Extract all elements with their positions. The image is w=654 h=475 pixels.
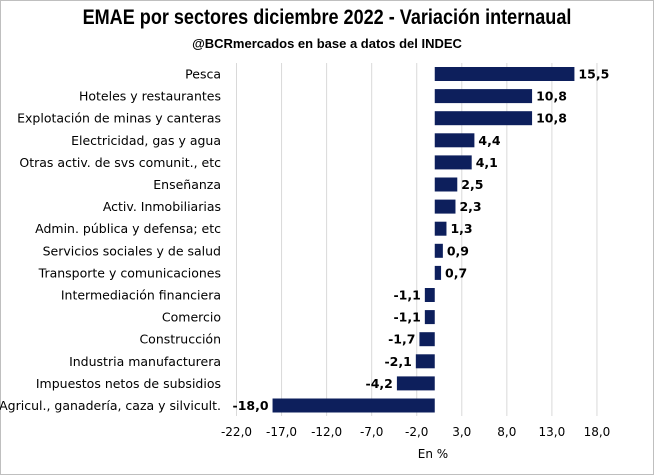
category-label: Admin. pública y defensa; etc (35, 221, 221, 236)
x-tick-label: -12,0 (311, 425, 342, 439)
value-label: -18,0 (233, 398, 269, 413)
category-label: Pesca (185, 67, 221, 82)
value-label: -1,1 (393, 310, 420, 325)
category-label: Comercio (162, 310, 221, 325)
value-labels: 15,5 10,8 10,8 4,4 4,1 2,5 2,3 1,3 0,9 0,7 -1,1 -1,… (233, 67, 610, 414)
category-label: Enseñanza (153, 177, 221, 192)
value-label: -4,2 (366, 376, 393, 391)
x-axis-label: En % (418, 447, 448, 461)
bar (434, 243, 443, 258)
category-label: Servicios sociales y de salud (43, 243, 221, 258)
bar (434, 221, 447, 236)
value-label: 15,5 (578, 67, 609, 82)
bar (434, 155, 472, 170)
category-label: Hoteles y restaurantes (79, 89, 221, 104)
x-tick-label: 18,0 (584, 425, 611, 439)
category-label: Agricul., ganadería, caza y silvicult. (0, 398, 221, 413)
x-tick-label: 13,0 (539, 425, 566, 439)
chart-title: EMAE por sectores diciembre 2022 - Varia… (82, 6, 572, 29)
category-label: Electricidad, gas y agua (71, 133, 221, 148)
bar (424, 310, 435, 325)
value-label: 2,5 (461, 177, 483, 192)
category-label: Otras activ. de svs comunit., etc (19, 155, 221, 170)
bar (272, 398, 435, 413)
category-label: Transporte y comunicaciones (38, 265, 221, 280)
value-label: 4,1 (476, 155, 498, 170)
bar (434, 199, 456, 214)
x-tick-label: -17,0 (266, 425, 297, 439)
bar (434, 89, 533, 104)
x-tick-label: -22,0 (221, 425, 252, 439)
bar (434, 265, 442, 280)
value-label: 2,3 (459, 199, 481, 214)
value-label: -1,1 (393, 288, 420, 303)
category-label: Activ. Inmobiliarias (103, 199, 221, 214)
chart-subtitle: @BCRmercados en base a datos del INDEC (192, 36, 462, 51)
x-tick-label: -2,0 (405, 425, 428, 439)
value-label: 0,9 (447, 243, 469, 258)
x-tick-label: -7,0 (360, 425, 383, 439)
category-labels: Pesca Hoteles y restaurantes Explotación d… (0, 67, 221, 414)
bar (415, 354, 435, 369)
x-tick-label: 3,0 (452, 425, 471, 439)
value-label: 0,7 (445, 265, 467, 280)
x-tick-label: 8,0 (497, 425, 516, 439)
bar (424, 288, 435, 302)
category-label: Construcción (139, 332, 221, 347)
bar (434, 133, 475, 148)
value-label: -1,7 (388, 332, 415, 347)
category-label: Impuestos netos de subsidios (36, 376, 221, 391)
value-label: 10,8 (536, 89, 567, 104)
bar (434, 177, 458, 192)
value-label: -2,1 (384, 354, 411, 369)
bar (396, 376, 435, 391)
value-label: 10,8 (536, 111, 567, 126)
value-label: 4,4 (478, 133, 500, 148)
x-tick-labels: -22,0 -17,0 -12,0 -7,0 -2,0 3,0 8,0 13,0 18,0 (221, 425, 610, 439)
category-label: Industria manufacturera (69, 354, 221, 369)
bar (434, 111, 533, 126)
bar (434, 67, 575, 81)
category-label: Explotación de minas y canteras (17, 111, 221, 126)
bars (272, 67, 575, 413)
category-label: Intermediación financiera (61, 288, 221, 303)
value-label: 1,3 (450, 221, 472, 236)
bar (419, 332, 435, 347)
